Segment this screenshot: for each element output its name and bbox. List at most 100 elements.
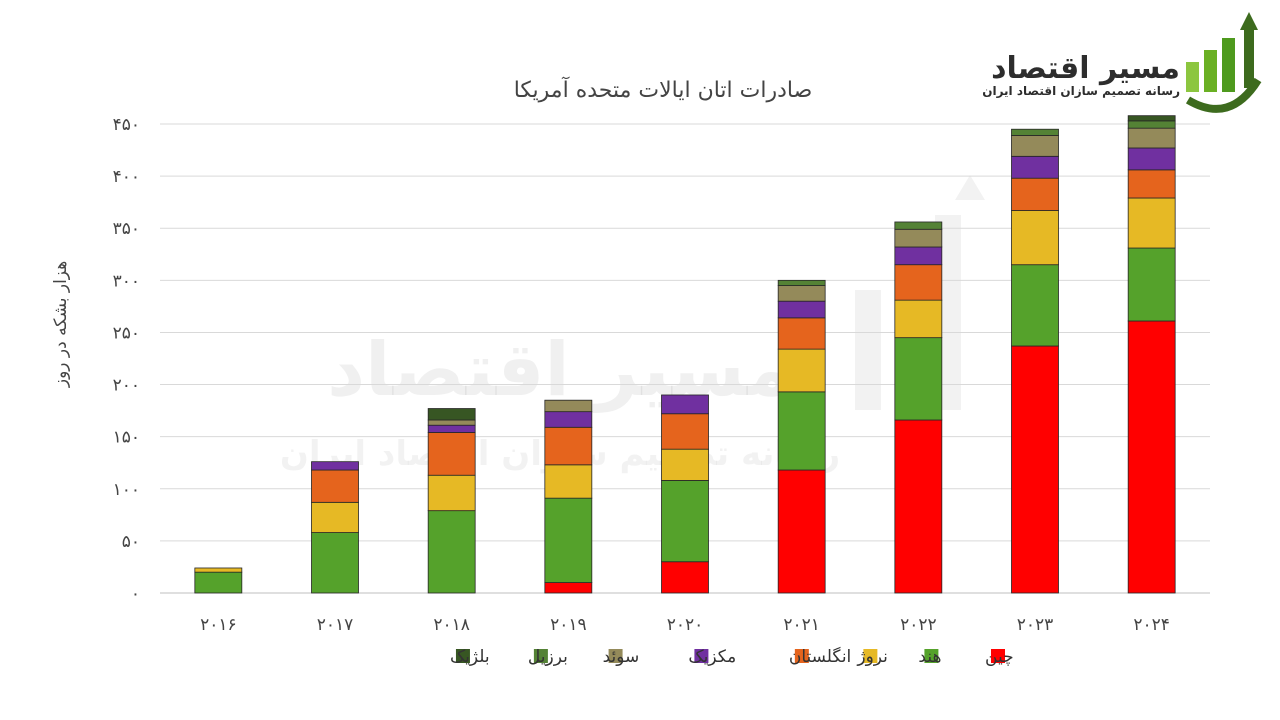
legend-item: چین bbox=[985, 647, 1014, 667]
x-tick-label: ۲۰۲۰ bbox=[667, 615, 704, 635]
bar-segment bbox=[1127, 115, 1176, 122]
bar-segment bbox=[661, 448, 709, 481]
bar-segment bbox=[1127, 169, 1176, 199]
legend-item: نروژ bbox=[856, 647, 888, 667]
bar-segment bbox=[194, 571, 243, 594]
bar-segment bbox=[1011, 128, 1059, 136]
bar-segment bbox=[1127, 147, 1176, 171]
bar-segment bbox=[311, 532, 359, 594]
bar-segment bbox=[1127, 247, 1176, 322]
y-tick-label: ۲۵۰ bbox=[113, 323, 140, 343]
bar-segment bbox=[1127, 127, 1176, 149]
legend-item: مکزیک bbox=[688, 647, 736, 667]
legend-swatch bbox=[924, 649, 939, 663]
x-tick-label: ۲۰۲۳ bbox=[1017, 615, 1054, 635]
bar-segment bbox=[894, 299, 943, 339]
x-tick-label: ۲۰۱۷ bbox=[317, 615, 354, 635]
x-tick-label: ۲۰۱۸ bbox=[433, 615, 470, 635]
legend-label: چین bbox=[985, 647, 1014, 667]
legend-label: مکزیک bbox=[688, 647, 736, 667]
x-tick-label: ۲۰۱۶ bbox=[200, 615, 237, 635]
bar-segment bbox=[427, 408, 476, 421]
bar-segment bbox=[777, 317, 826, 350]
bar-segment bbox=[311, 501, 359, 533]
legend-label: سوئد bbox=[603, 647, 640, 667]
bar-segment bbox=[894, 419, 943, 594]
bar-segment bbox=[427, 432, 476, 476]
bar-segment bbox=[661, 394, 709, 415]
y-tick-label: ۴۰۰ bbox=[113, 167, 140, 187]
chart-title: صادرات اتان ایالات متحده آمریکا bbox=[514, 76, 813, 103]
bar-segment bbox=[1127, 120, 1176, 129]
x-tick-label: ۲۰۱۹ bbox=[550, 615, 587, 635]
bar-segment bbox=[544, 497, 593, 583]
legend-label: هند bbox=[918, 647, 941, 667]
y-tick-label: ۲۰۰ bbox=[113, 376, 140, 396]
bar-segment bbox=[894, 221, 943, 230]
legend-label: برزیل bbox=[528, 647, 568, 667]
bar-segment bbox=[894, 228, 943, 248]
bar-segment bbox=[427, 474, 476, 512]
legend-item: برزیل bbox=[528, 647, 568, 667]
legend-swatch bbox=[794, 649, 809, 663]
y-axis: ۰ ۵۰ ۱۰۰ ۱۵۰ ۲۰۰ ۲۵۰ ۳۰۰ ۳۵۰ ۴۰۰ ۴۵۰ bbox=[113, 115, 140, 604]
legend-swatch bbox=[863, 649, 878, 663]
bar-segment bbox=[427, 510, 476, 594]
bar-segment bbox=[311, 461, 359, 471]
bar-segment bbox=[544, 582, 593, 594]
legend-swatch bbox=[991, 649, 1005, 663]
y-tick-label: ۴۵۰ bbox=[113, 115, 140, 135]
y-tick-label: ۰ bbox=[131, 584, 140, 604]
watermark-logo: مسیر اقتصاد رسانه تصمیم سازان اقتصاد ایر… bbox=[280, 175, 985, 474]
legend-item: بلژیک bbox=[450, 647, 490, 667]
x-axis: ۲۰۱۶ ۲۰۱۷ ۲۰۱۸ ۲۰۱۹ ۲۰۲۰ ۲۰۲۱ ۲۰۲۲ ۲۰۲۳ ۲۰۲۴ bbox=[200, 615, 1170, 635]
brand-logo: مسیر اقتصاد رسانه تصمیم سازان اقتصاد ایر… bbox=[982, 12, 1262, 113]
bar-segment bbox=[1011, 135, 1059, 157]
bar-segment bbox=[894, 337, 943, 421]
bar-segment bbox=[777, 285, 826, 302]
bar-segment bbox=[1011, 345, 1059, 594]
bar-segment bbox=[1011, 155, 1059, 179]
y-tick-label: ۱۵۰ bbox=[113, 428, 140, 448]
bar-segment bbox=[1011, 264, 1059, 347]
bar-segment bbox=[777, 300, 826, 319]
legend-swatch bbox=[533, 649, 548, 663]
y-tick-label: ۳۵۰ bbox=[113, 219, 140, 239]
legend-item: سوئد bbox=[603, 647, 640, 667]
legend-label: انگلستان bbox=[789, 646, 851, 667]
x-tick-label: ۲۰۲۱ bbox=[783, 615, 820, 635]
bar-segment bbox=[194, 567, 243, 573]
bar-segment bbox=[427, 424, 476, 433]
logo-tagline: رسانه تصمیم سازان اقتصاد ایران bbox=[982, 84, 1180, 98]
y-tick-label: ۱۰۰ bbox=[113, 480, 140, 500]
bar-segment bbox=[777, 469, 826, 594]
bar-segment bbox=[894, 264, 943, 301]
bar-segment bbox=[777, 391, 826, 471]
legend-swatch bbox=[455, 649, 470, 663]
bar-segment bbox=[1127, 197, 1176, 249]
bar-segment bbox=[544, 426, 593, 466]
legend-label: نروژ bbox=[856, 647, 888, 667]
legend-item: هند bbox=[918, 647, 941, 667]
bars bbox=[194, 115, 1176, 594]
bar-segment bbox=[661, 413, 709, 450]
bar-segment bbox=[1011, 177, 1059, 211]
y-tick-label: ۳۰۰ bbox=[113, 271, 140, 291]
legend-swatch bbox=[608, 649, 623, 663]
bar-segment bbox=[661, 480, 709, 563]
x-tick-label: ۲۰۲۴ bbox=[1133, 615, 1170, 635]
y-tick-label: ۵۰ bbox=[122, 532, 140, 552]
x-tick-label: ۲۰۲۲ bbox=[900, 615, 937, 635]
legend-label: بلژیک bbox=[450, 647, 490, 667]
bar-segment bbox=[311, 469, 359, 503]
legend-item: انگلستان bbox=[789, 646, 851, 667]
bar-segment bbox=[1127, 320, 1176, 594]
bar-segment bbox=[544, 464, 593, 499]
logo-growth-icon bbox=[1185, 12, 1262, 113]
bar-segment bbox=[661, 561, 709, 594]
bar-segment bbox=[1011, 210, 1059, 266]
bar-segment bbox=[777, 279, 826, 286]
bar-segment bbox=[544, 399, 593, 413]
